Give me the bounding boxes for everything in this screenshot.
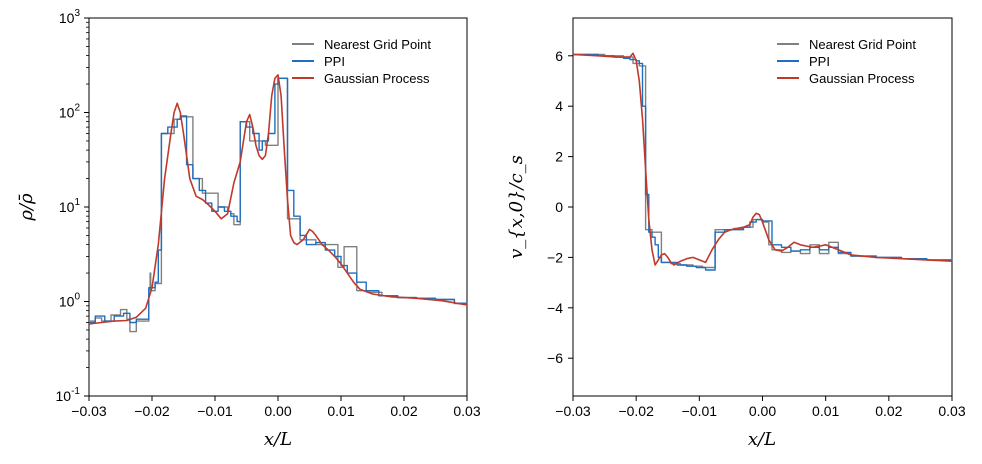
- density-legend: Nearest Grid Point PPI Gaussian Process: [292, 37, 431, 86]
- density-x-axis-label: x/L: [264, 429, 292, 450]
- density-y-tick-label: 103: [59, 8, 81, 26]
- velocity-legend-label-ppi: PPI: [809, 54, 830, 69]
- density-y-tick-label: 100: [59, 292, 81, 310]
- velocity-panel: −0.03 −0.02 −0.01 0.00 0.01 0.02 0.03 −6 −4 −2 0 2…: [506, 17, 966, 450]
- velocity-y-tick-label: 2: [555, 149, 563, 165]
- density-x-tick-label: −0.02: [134, 403, 170, 419]
- velocity-x-tick-label: 0.03: [938, 403, 965, 419]
- velocity-series-ppi: [573, 53, 953, 271]
- density-series-ngp: [89, 77, 468, 333]
- velocity-legend: Nearest Grid Point PPI Gaussian Process: [777, 37, 916, 86]
- density-y-axis-label: ρ/ρ̄: [16, 193, 37, 222]
- velocity-legend-label-gp: Gaussian Process: [809, 71, 915, 86]
- density-y-tick-label: 102: [59, 103, 81, 121]
- velocity-y-axis-label: v_{x,0}/c_s: [506, 155, 527, 259]
- velocity-y-tick-label: 6: [555, 48, 563, 64]
- density-legend-label-gp: Gaussian Process: [324, 71, 430, 86]
- density-panel: −0.03 −0.02 −0.01 0.00 0.01 0.02 0.03 10-1 100 1…: [16, 8, 481, 450]
- density-x-tick-label: −0.01: [197, 403, 233, 419]
- density-x-tick-label: 0.03: [453, 403, 480, 419]
- velocity-x-tick-label: 0.01: [812, 403, 839, 419]
- density-y-tick-label: 10-1: [56, 386, 81, 404]
- velocity-y-tick-label: −2: [547, 249, 563, 265]
- density-legend-label-ngp: Nearest Grid Point: [324, 37, 431, 52]
- velocity-legend-label-ngp: Nearest Grid Point: [809, 37, 916, 52]
- velocity-x-tick-label: 0.02: [875, 403, 902, 419]
- velocity-y-tick-label: −6: [547, 350, 563, 366]
- density-x-tick-label: 0.01: [327, 403, 354, 419]
- density-x-tick-label: 0.02: [390, 403, 417, 419]
- velocity-x-tick-label: −0.02: [618, 403, 654, 419]
- velocity-y-tick-label: −4: [547, 300, 563, 316]
- velocity-series-gp: [572, 52, 953, 266]
- velocity-x-tick-label: −0.03: [555, 403, 591, 419]
- density-x-tick-label: −0.03: [71, 403, 107, 419]
- velocity-series-ngp: [573, 53, 953, 269]
- density-x-tick-label: 0.00: [264, 403, 291, 419]
- velocity-y-tick-label: 0: [555, 199, 563, 215]
- velocity-x-tick-label: 0.00: [749, 403, 776, 419]
- density-series-gp: [88, 74, 468, 325]
- velocity-x-axis-label: x/L: [748, 429, 776, 450]
- density-y-tick-label: 101: [59, 197, 81, 215]
- velocity-y-tick-label: 4: [555, 98, 563, 114]
- density-legend-label-ppi: PPI: [324, 54, 345, 69]
- velocity-x-tick-label: −0.01: [682, 403, 718, 419]
